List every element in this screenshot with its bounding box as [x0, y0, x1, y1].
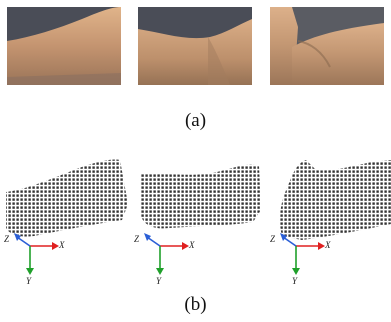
y-axis-label: Y: [156, 276, 162, 286]
x-axis-label: X: [189, 240, 195, 250]
arm-photo-3: [270, 7, 384, 85]
arm-photo-1: [7, 7, 121, 85]
coordinate-axes-2: Z X Y: [134, 232, 195, 290]
point-cloud-2: [137, 150, 265, 242]
z-axis-label: Z: [270, 234, 276, 244]
x-axis-label: X: [325, 240, 331, 250]
coordinate-axes-1: Z X Y: [4, 232, 65, 290]
arm-photo-2: [138, 7, 252, 85]
x-axis-label: X: [59, 240, 65, 250]
point-cloud-svg: [140, 164, 261, 229]
point-cloud-1: [4, 150, 132, 242]
coordinate-axes-3: Z X Y: [270, 232, 331, 290]
caption-a: (a): [184, 110, 207, 131]
y-axis-label: Y: [292, 276, 298, 286]
point-cloud-svg: [6, 159, 128, 237]
point-cloud-3: [272, 150, 391, 242]
z-axis-label: Z: [134, 234, 140, 244]
point-cloud-svg: [280, 160, 391, 240]
caption-b: (b): [184, 294, 207, 315]
z-axis-label: Z: [4, 234, 10, 244]
y-axis-label: Y: [26, 276, 32, 286]
